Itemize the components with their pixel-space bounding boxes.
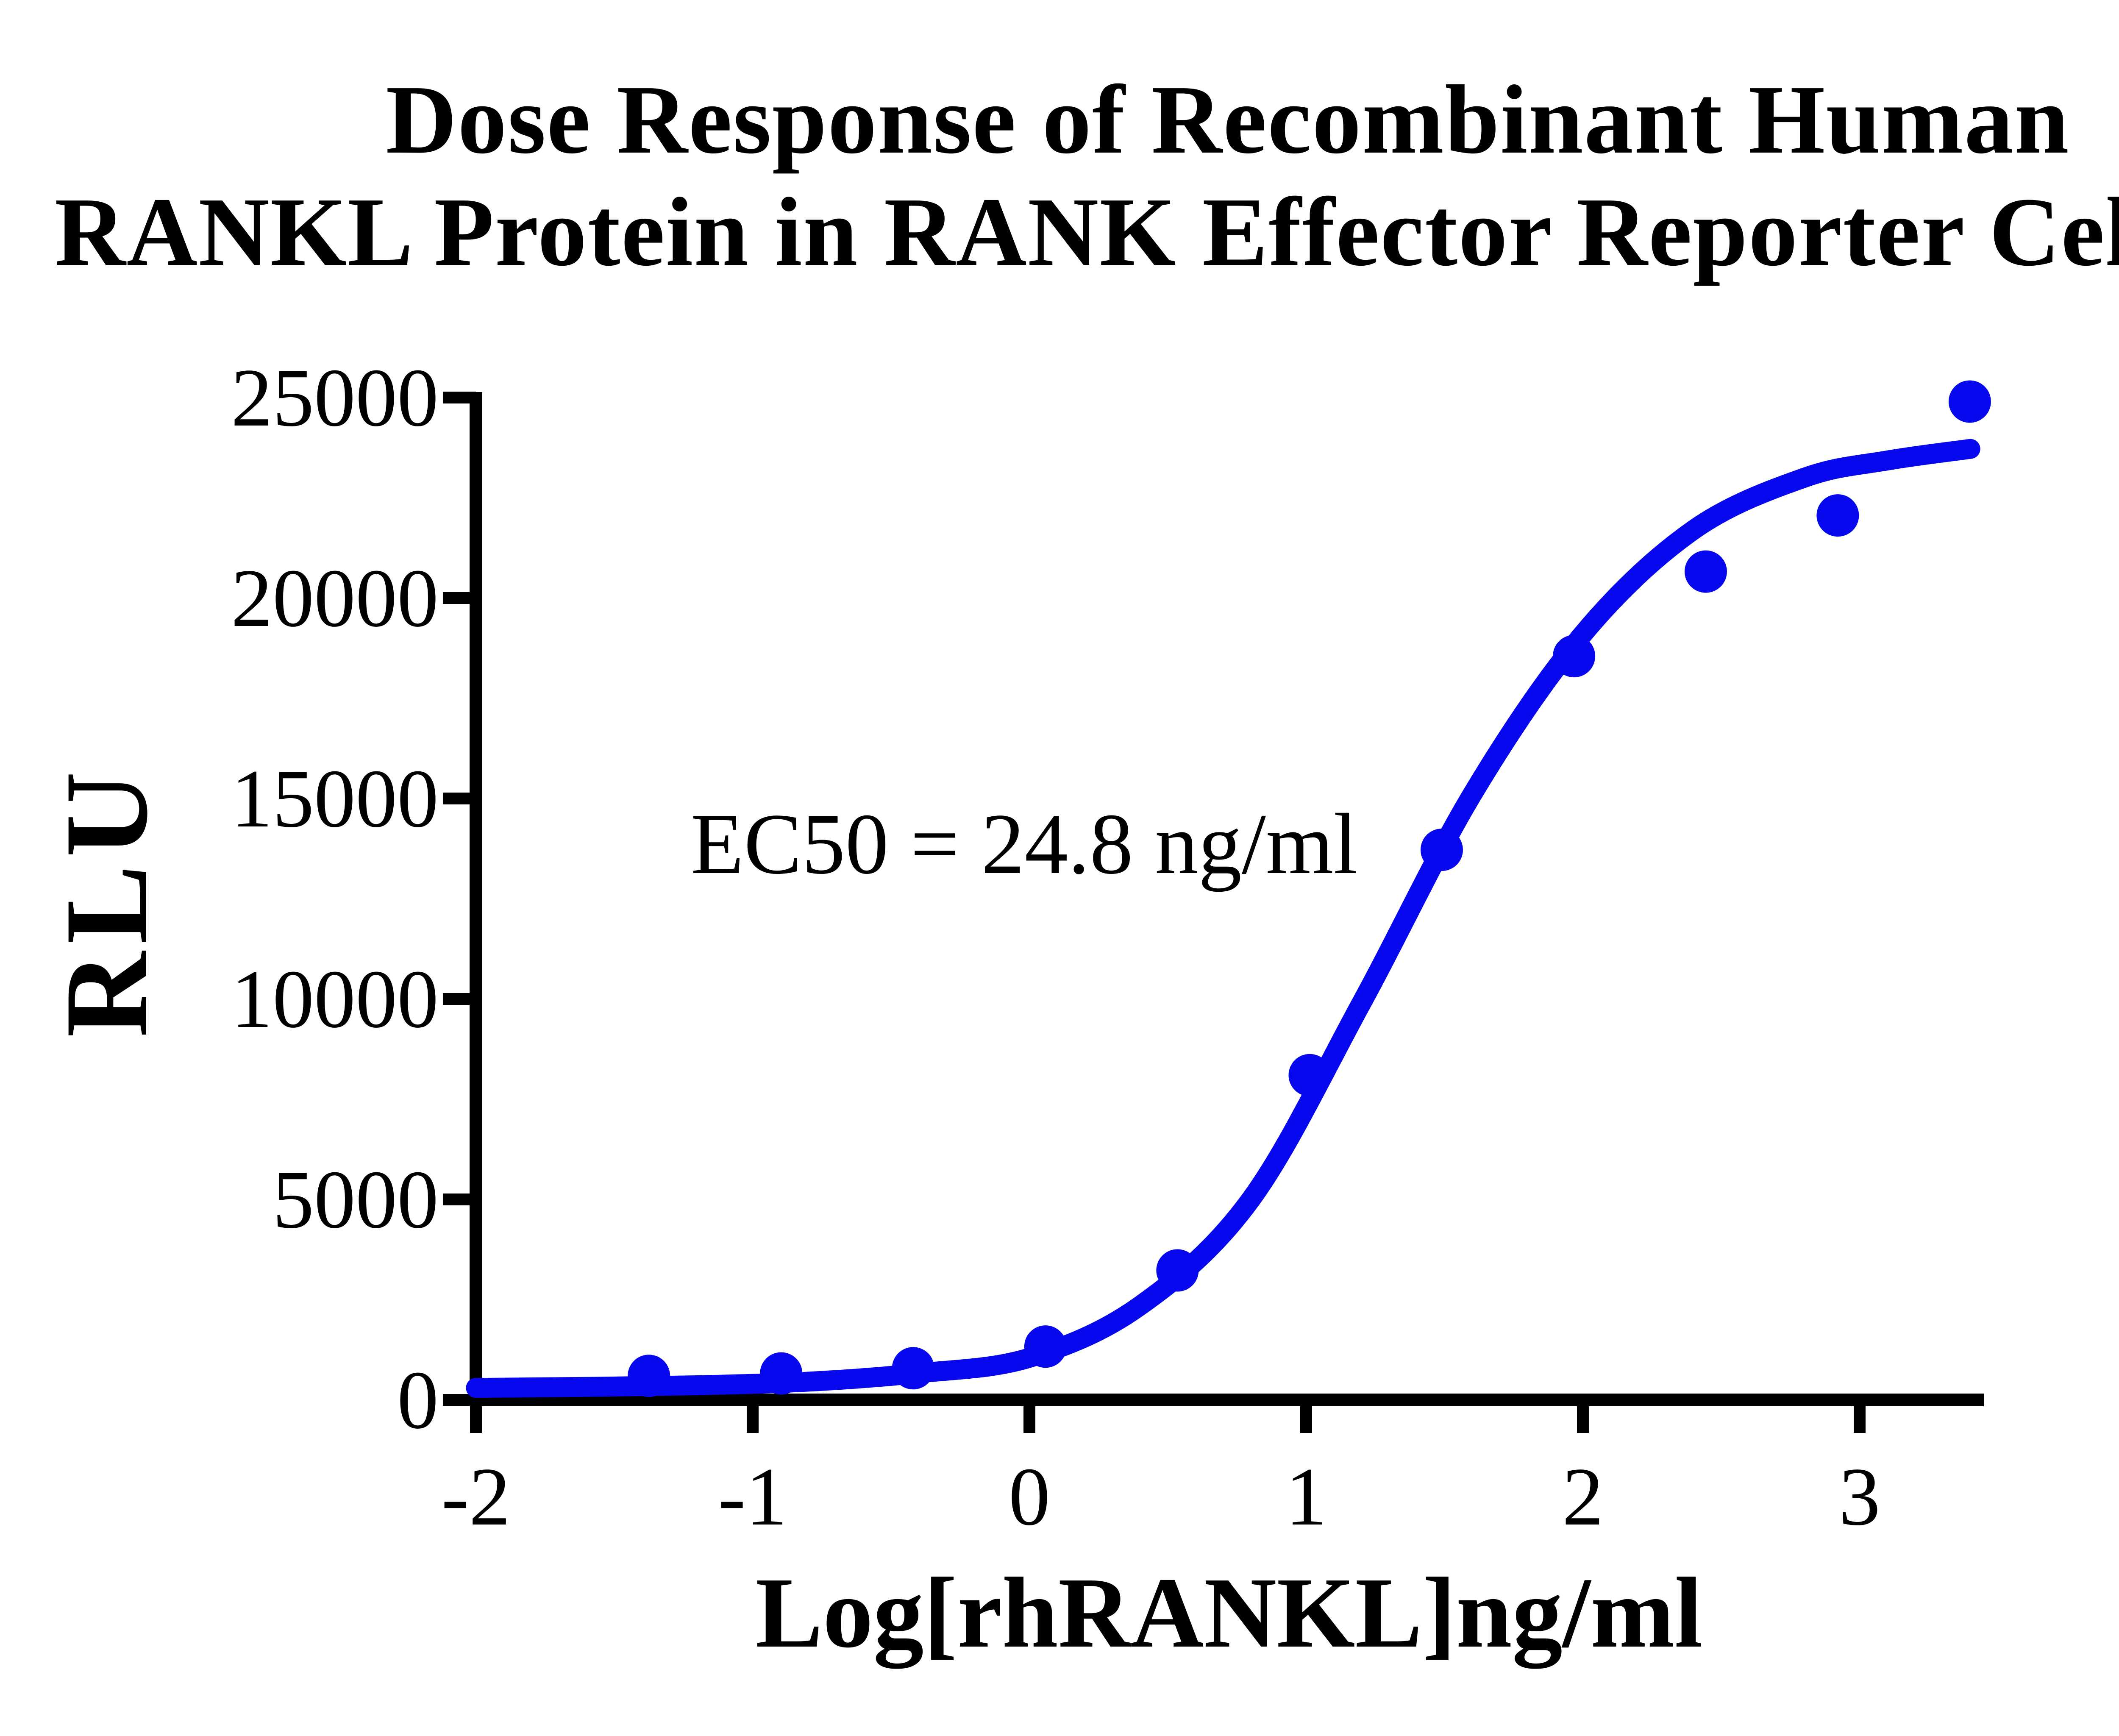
y-tick-label: 15000 <box>231 753 439 845</box>
fit-curve-group <box>466 439 1980 1398</box>
data-point <box>1816 494 1859 537</box>
data-point <box>892 1347 934 1390</box>
data-point <box>1420 829 1463 871</box>
x-axis-title: Log[rhRANKL]ng/ml <box>756 1557 1703 1669</box>
y-tick-label: 0 <box>397 1354 439 1446</box>
axes <box>443 392 1984 1433</box>
data-point <box>1553 635 1596 678</box>
x-tick-label: 2 <box>1562 1451 1604 1543</box>
data-point <box>760 1352 803 1395</box>
fit-curve <box>466 439 1980 1398</box>
chart-title-line2: RANKL Protein in RANK Effector Reporter … <box>54 178 2119 287</box>
data-point <box>1684 550 1727 593</box>
x-tick-label: 0 <box>1009 1451 1050 1543</box>
data-point <box>1948 380 1991 423</box>
x-tick-label: 3 <box>1839 1451 1880 1543</box>
ec50-annotation: EC50 = 24.8 ng/ml <box>691 796 1357 892</box>
y-tick-label: 10000 <box>231 953 439 1045</box>
x-tick-label: 1 <box>1285 1451 1327 1543</box>
tick-labels: -2 -1 0 1 2 3 0 5000 10000 15000 20000 25000 <box>231 352 1880 1543</box>
chart-title: Dose Response of Recombinant Human RANKL… <box>0 64 2119 288</box>
y-tick-label: 25000 <box>231 352 439 444</box>
axis-lines <box>470 392 1984 1406</box>
data-point <box>1288 1054 1331 1096</box>
chart-title-line1: Dose Response of Recombinant Human <box>386 65 2070 174</box>
y-tick-label: 5000 <box>273 1154 439 1246</box>
data-point <box>1156 1249 1199 1292</box>
x-tick-label: -1 <box>718 1451 787 1543</box>
data-point <box>628 1355 670 1397</box>
data-point <box>1024 1325 1067 1368</box>
y-axis-title: RLU <box>40 764 172 1037</box>
data-points-group <box>628 380 1991 1397</box>
y-tick-label: 20000 <box>231 552 439 644</box>
x-tick-label: -2 <box>441 1451 510 1543</box>
